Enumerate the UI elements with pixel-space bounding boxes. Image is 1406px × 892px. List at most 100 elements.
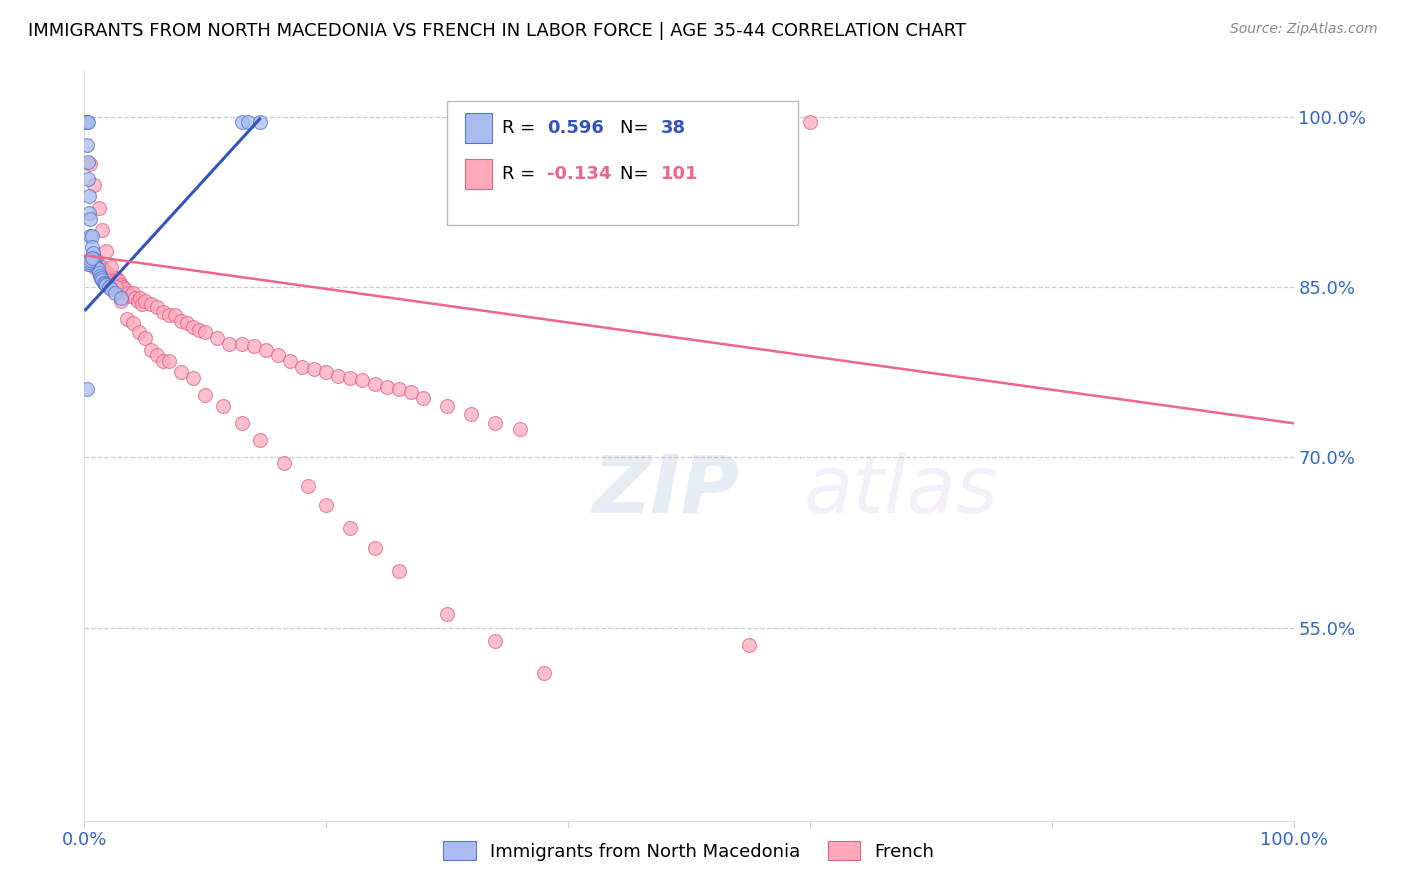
Point xyxy=(302,361,325,376)
Point xyxy=(315,365,337,379)
Point xyxy=(194,326,217,340)
Point xyxy=(231,417,253,431)
Point xyxy=(77,257,100,271)
Point xyxy=(91,223,114,237)
Point xyxy=(738,638,761,652)
Point xyxy=(328,368,350,383)
Point xyxy=(460,407,482,421)
Point xyxy=(188,323,211,337)
Point xyxy=(388,564,411,578)
Point xyxy=(84,255,107,269)
Point xyxy=(101,273,124,287)
Point xyxy=(80,229,103,244)
Point xyxy=(77,155,100,169)
Point xyxy=(152,354,174,368)
Text: 101: 101 xyxy=(661,165,699,183)
Point xyxy=(121,317,143,331)
Text: Source: ZipAtlas.com: Source: ZipAtlas.com xyxy=(1230,22,1378,37)
Text: N=: N= xyxy=(620,165,654,183)
Point xyxy=(87,201,110,215)
Point xyxy=(157,309,180,323)
Point xyxy=(352,373,374,387)
Point xyxy=(77,189,100,203)
Point xyxy=(231,336,253,351)
Point xyxy=(110,292,132,306)
Point xyxy=(315,498,337,512)
Point xyxy=(181,319,204,334)
Point xyxy=(107,274,129,288)
Point xyxy=(181,371,204,385)
Point xyxy=(105,274,128,288)
Point xyxy=(121,285,143,300)
Point xyxy=(278,354,301,368)
Text: R =: R = xyxy=(502,165,540,183)
Point xyxy=(110,293,132,308)
Point xyxy=(79,157,101,171)
Point xyxy=(77,172,100,186)
Point xyxy=(484,634,506,648)
Text: 0.596: 0.596 xyxy=(547,119,605,136)
Point xyxy=(82,246,104,260)
Point xyxy=(86,260,108,274)
Point xyxy=(124,292,146,306)
Point xyxy=(134,293,156,308)
Point xyxy=(120,289,142,303)
Point xyxy=(87,267,110,281)
Point xyxy=(108,274,131,288)
Point xyxy=(139,297,162,311)
Point xyxy=(76,382,98,396)
Point xyxy=(79,211,101,226)
Point xyxy=(87,260,110,274)
Point xyxy=(76,115,98,129)
Point xyxy=(170,314,193,328)
Point xyxy=(94,268,117,283)
Point xyxy=(254,343,277,357)
Point xyxy=(86,261,108,276)
Point xyxy=(104,271,127,285)
Point xyxy=(128,326,150,340)
Point xyxy=(97,271,120,285)
Text: atlas: atlas xyxy=(804,452,998,530)
Point xyxy=(218,336,240,351)
Point xyxy=(388,382,411,396)
Point xyxy=(93,276,115,290)
Point xyxy=(339,521,361,535)
Point xyxy=(90,271,112,285)
Bar xyxy=(465,112,492,143)
Point xyxy=(82,252,104,266)
Point xyxy=(297,479,319,493)
Point xyxy=(80,251,103,265)
FancyBboxPatch shape xyxy=(447,102,797,225)
Point xyxy=(114,282,136,296)
Point xyxy=(98,271,121,285)
Point xyxy=(533,666,555,681)
Point xyxy=(152,305,174,319)
Point xyxy=(91,273,114,287)
Legend: Immigrants from North Macedonia, French: Immigrants from North Macedonia, French xyxy=(436,834,942,868)
Point xyxy=(115,311,138,326)
Text: R =: R = xyxy=(502,119,540,136)
Point xyxy=(273,456,295,470)
Point xyxy=(127,293,149,308)
Point xyxy=(83,178,105,192)
Point xyxy=(104,274,127,288)
Point xyxy=(89,260,111,274)
Point xyxy=(484,417,506,431)
Point xyxy=(100,268,122,283)
Point xyxy=(77,115,100,129)
Point xyxy=(104,285,127,300)
Point xyxy=(267,348,290,362)
Point xyxy=(97,280,120,294)
Point xyxy=(339,371,361,385)
Point xyxy=(86,257,108,271)
Point xyxy=(94,268,117,283)
Point xyxy=(157,354,180,368)
Point xyxy=(249,434,271,448)
Point xyxy=(93,263,115,277)
Bar xyxy=(465,159,492,189)
Point xyxy=(94,244,117,258)
Point xyxy=(131,297,153,311)
Point xyxy=(363,376,385,391)
Point xyxy=(91,260,114,274)
Point xyxy=(96,267,118,281)
